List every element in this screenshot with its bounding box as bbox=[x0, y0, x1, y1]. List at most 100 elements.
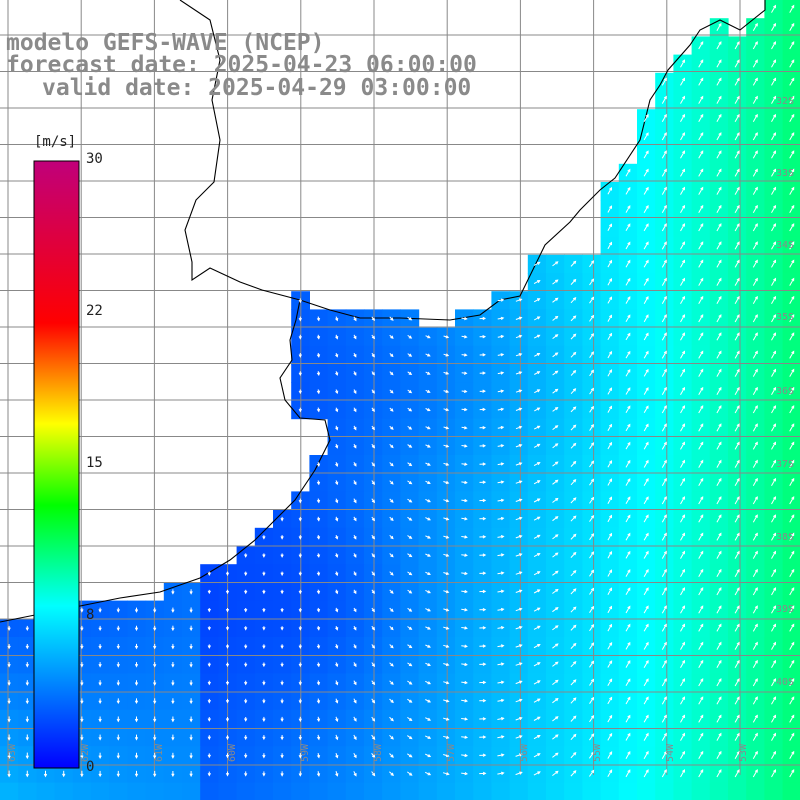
wind-arrow-head bbox=[353, 335, 357, 340]
wind-speed-cell bbox=[327, 782, 347, 800]
wind-arrow-head bbox=[371, 517, 376, 522]
wind-arrow-head bbox=[663, 769, 667, 773]
wind-arrow bbox=[698, 587, 704, 596]
wind-arrow bbox=[643, 624, 649, 632]
wind-arrow-head bbox=[207, 699, 211, 704]
wind-arrow bbox=[607, 497, 612, 504]
wind-arrow-head bbox=[408, 408, 413, 412]
wind-arrow bbox=[552, 479, 559, 485]
wind-arrow-head bbox=[464, 335, 468, 339]
wind-arrow bbox=[533, 662, 541, 667]
wind-arrow-head bbox=[590, 569, 595, 573]
wind-arrow-head bbox=[537, 261, 541, 265]
wind-arrow bbox=[589, 515, 594, 522]
wind-arrow-head bbox=[80, 682, 84, 686]
wind-arrow bbox=[661, 387, 667, 396]
wind-arrow bbox=[734, 150, 740, 159]
wind-arrow-head bbox=[590, 696, 595, 701]
wind-arrow bbox=[515, 771, 522, 776]
wind-arrow-head bbox=[298, 627, 302, 631]
wind-arrow-head bbox=[700, 332, 704, 336]
lon-label: 56W bbox=[519, 743, 530, 762]
wind-arrow bbox=[716, 405, 722, 414]
wind-arrow-head bbox=[682, 368, 686, 373]
wind-arrow-head bbox=[627, 459, 631, 464]
wind-arrow-head bbox=[555, 697, 559, 702]
wind-arrow-head bbox=[98, 773, 102, 778]
wind-arrow-head bbox=[134, 773, 139, 778]
wind-arrow-head bbox=[682, 350, 686, 355]
wind-arrow bbox=[533, 698, 541, 703]
wind-arrow-head bbox=[519, 553, 523, 557]
wind-arrow bbox=[625, 205, 631, 213]
wind-arrow-head bbox=[682, 295, 686, 300]
wind-arrow-head bbox=[682, 186, 686, 191]
wind-arrow bbox=[716, 696, 722, 705]
wind-arrow-head bbox=[682, 732, 686, 737]
wind-arrow bbox=[643, 460, 649, 468]
wind-arrow-head bbox=[445, 462, 450, 466]
wind-arrow bbox=[698, 132, 704, 141]
wind-arrow-head bbox=[590, 278, 595, 282]
wind-arrow bbox=[734, 460, 740, 468]
wind-arrow-head bbox=[353, 736, 357, 741]
wind-arrow-head bbox=[427, 426, 431, 430]
wind-arrow-head bbox=[754, 350, 758, 355]
wind-arrow-head bbox=[718, 314, 722, 318]
wind-arrow-head bbox=[464, 517, 468, 521]
wind-arrow bbox=[661, 642, 667, 650]
wind-arrow bbox=[789, 5, 795, 13]
wind-arrow-head bbox=[590, 605, 595, 610]
wind-arrow-head bbox=[718, 95, 722, 100]
wind-arrow-head bbox=[609, 532, 612, 537]
wind-arrow-head bbox=[482, 753, 487, 757]
wind-arrow bbox=[680, 751, 685, 760]
wind-arrow-head bbox=[316, 336, 321, 340]
wind-arrow-head bbox=[754, 696, 758, 700]
wind-arrow-head bbox=[371, 681, 376, 686]
wind-arrow-head bbox=[754, 59, 758, 63]
wind-arrow bbox=[607, 515, 612, 523]
wind-arrow-head bbox=[554, 370, 559, 374]
wind-arrow bbox=[570, 352, 576, 358]
wind-arrow-head bbox=[408, 535, 413, 539]
wind-arrow-head bbox=[590, 423, 594, 428]
wind-arrow bbox=[680, 569, 685, 578]
wind-speed-cell bbox=[345, 782, 365, 800]
wind-arrow bbox=[589, 406, 594, 413]
wind-arrow bbox=[752, 642, 758, 650]
wind-arrow bbox=[589, 570, 594, 577]
wind-arrow-head bbox=[663, 223, 667, 227]
wind-arrow-head bbox=[736, 368, 740, 373]
wind-arrow bbox=[752, 169, 758, 177]
wind-arrow-head bbox=[645, 550, 649, 555]
wind-arrow-head bbox=[682, 113, 686, 118]
wind-arrow bbox=[607, 660, 613, 668]
wind-arrow-head bbox=[773, 532, 777, 537]
wind-arrow-head bbox=[754, 732, 758, 737]
wind-arrow bbox=[752, 41, 758, 50]
wind-arrow-head bbox=[280, 627, 284, 631]
wind-arrow-head bbox=[609, 714, 613, 719]
wind-arrow-head bbox=[500, 480, 505, 484]
wind-arrow-head bbox=[280, 736, 284, 741]
wind-arrow-head bbox=[754, 277, 758, 282]
wind-arrow-head bbox=[590, 514, 595, 519]
wind-arrow-head bbox=[482, 498, 487, 503]
wind-arrow bbox=[661, 114, 667, 123]
wind-arrow-head bbox=[464, 444, 468, 448]
wind-arrow-head bbox=[427, 481, 431, 484]
wind-arrow-head bbox=[280, 572, 284, 577]
wind-arrow-head bbox=[590, 624, 595, 628]
wind-arrow bbox=[734, 423, 740, 432]
wind-arrow-head bbox=[482, 735, 487, 739]
wind-arrow bbox=[680, 114, 685, 123]
wind-arrow-head bbox=[627, 168, 631, 173]
wind-arrow-head bbox=[555, 770, 559, 774]
wind-arrow-head bbox=[189, 773, 193, 778]
wind-arrow-head bbox=[663, 204, 667, 209]
wind-arrow-head bbox=[482, 589, 487, 594]
wind-arrow bbox=[734, 387, 740, 396]
wind-arrow bbox=[752, 496, 758, 505]
wind-arrow-head bbox=[700, 277, 704, 282]
